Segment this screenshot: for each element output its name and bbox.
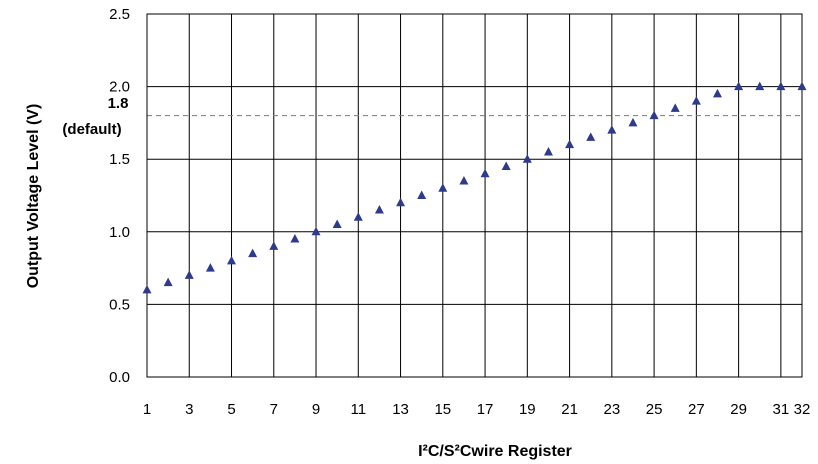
x-tick-label: 29 [730,401,747,418]
x-tick-label: 21 [561,401,578,418]
x-tick-label: 7 [270,401,278,418]
x-axis-title: I²C/S²Cwire Register [418,443,572,460]
data-point [586,132,596,141]
data-point [184,270,194,279]
y-tick-label: 1.5 [109,151,130,168]
data-point [290,234,300,243]
data-point [163,277,173,287]
data-point [776,81,786,91]
y-axis-title: Output Voltage Level (V) [25,104,42,289]
data-point [142,284,152,294]
x-tick-label: 32 [794,401,811,418]
y-tick-label: 2.5 [109,6,130,23]
data-point [396,197,406,207]
plot-background [147,14,802,377]
x-tick-label: 5 [227,401,235,418]
y-tick-labels: 0.0 0.5 1.0 1.5 2.0 2.5 [109,6,130,386]
grid-layer [147,14,802,377]
x-tick-label: 27 [688,401,705,418]
data-point [691,96,701,105]
data-point [543,146,553,156]
x-tick-label: 15 [434,401,451,418]
data-point [607,125,617,134]
x-tick-label: 23 [603,401,620,418]
x-tick-label: 1 [143,401,151,418]
data-point [417,190,427,199]
data-point [522,154,532,163]
data-point [353,212,363,221]
data-point [712,88,722,98]
x-tick-label: 3 [185,401,193,418]
data-point [670,103,680,112]
y-tick-label: 2.0 [109,79,130,96]
data-point [332,219,342,229]
y-tick-label: 0.0 [109,369,130,386]
data-point [797,81,807,91]
data-point [311,226,321,236]
data-points-layer [142,81,807,294]
reference-note-label: (default) [62,121,121,138]
data-point [438,183,448,192]
data-point [205,263,215,272]
data-point [501,161,511,170]
x-tick-label: 31 [773,401,790,418]
data-point [480,168,490,178]
x-tick-label: 9 [312,401,320,418]
data-point [565,139,575,149]
x-tick-label: 25 [646,401,663,418]
x-tick-label: 13 [392,401,409,418]
data-point [628,117,638,127]
y-tick-label: 1.0 [109,224,130,241]
x-tick-label: 11 [351,401,367,418]
reference-value-label: 1.8 [108,95,129,112]
data-point [755,81,765,91]
data-point [227,255,237,265]
data-point [374,205,384,214]
y-tick-label: 0.5 [109,296,130,313]
x-tick-label: 17 [477,401,494,418]
data-point [459,175,469,185]
data-point [649,110,659,120]
data-point [248,248,258,258]
x-tick-labels: 1 3 5 7 9 11 13 15 17 19 21 23 25 27 29 31 32 [143,401,811,418]
x-tick-label: 19 [519,401,536,418]
data-point [269,241,279,250]
plot-frame [146,13,803,378]
data-point [734,81,744,91]
